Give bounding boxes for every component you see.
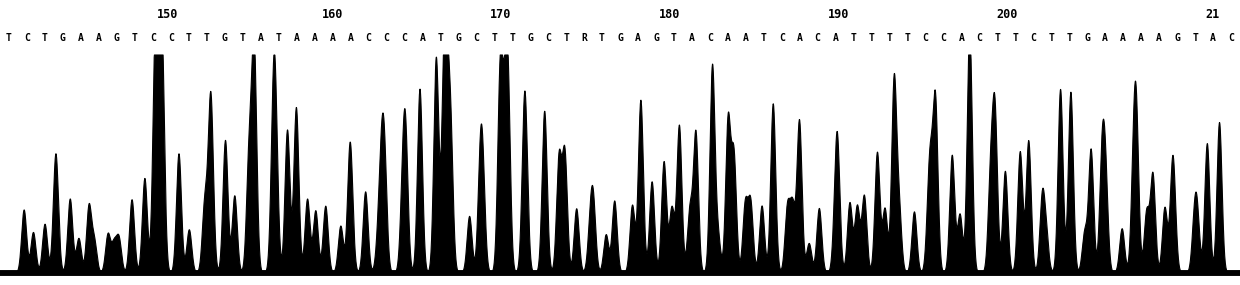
Text: T: T (1066, 33, 1073, 43)
Text: A: A (1120, 33, 1126, 43)
Text: T: T (6, 33, 12, 43)
Text: C: C (779, 33, 785, 43)
Text: T: T (203, 33, 210, 43)
Text: A: A (347, 33, 353, 43)
Text: 150: 150 (156, 9, 179, 21)
Text: 200: 200 (996, 9, 1018, 21)
Text: A: A (743, 33, 749, 43)
Text: C: C (941, 33, 946, 43)
Text: A: A (689, 33, 694, 43)
Text: T: T (1012, 33, 1018, 43)
Text: T: T (671, 33, 677, 43)
Text: A: A (78, 33, 84, 43)
Text: A: A (833, 33, 838, 43)
Text: T: T (887, 33, 893, 43)
Text: C: C (474, 33, 479, 43)
Text: C: C (546, 33, 551, 43)
Text: G: G (455, 33, 461, 43)
Text: T: T (599, 33, 605, 43)
Text: C: C (167, 33, 174, 43)
Text: T: T (1048, 33, 1054, 43)
Text: A: A (294, 33, 299, 43)
Text: T: T (563, 33, 569, 43)
Text: T: T (761, 33, 766, 43)
Text: A: A (797, 33, 802, 43)
Text: C: C (402, 33, 407, 43)
Text: A: A (725, 33, 730, 43)
Text: A: A (95, 33, 102, 43)
Text: T: T (1192, 33, 1198, 43)
Text: 21: 21 (1205, 9, 1220, 21)
Text: G: G (653, 33, 658, 43)
Text: A: A (311, 33, 317, 43)
Text: T: T (510, 33, 515, 43)
Text: G: G (527, 33, 533, 43)
Text: G: G (618, 33, 622, 43)
Text: T: T (438, 33, 443, 43)
Text: A: A (258, 33, 264, 43)
Text: A: A (1138, 33, 1145, 43)
Text: G: G (222, 33, 228, 43)
Text: 160: 160 (321, 9, 343, 21)
Text: 190: 190 (827, 9, 849, 21)
Text: 170: 170 (490, 9, 512, 21)
Text: C: C (707, 33, 713, 43)
Text: T: T (42, 33, 48, 43)
Text: T: T (239, 33, 246, 43)
Text: C: C (150, 33, 156, 43)
Text: A: A (330, 33, 335, 43)
Text: C: C (366, 33, 371, 43)
Text: A: A (419, 33, 425, 43)
Text: C: C (1030, 33, 1037, 43)
Text: C: C (383, 33, 389, 43)
Text: G: G (1084, 33, 1090, 43)
Text: G: G (60, 33, 66, 43)
Text: C: C (976, 33, 982, 43)
Text: T: T (905, 33, 910, 43)
Text: A: A (1156, 33, 1162, 43)
Text: A: A (959, 33, 965, 43)
Text: G: G (1174, 33, 1180, 43)
Text: T: T (851, 33, 857, 43)
Text: 180: 180 (658, 9, 681, 21)
Text: C: C (24, 33, 30, 43)
Text: T: T (491, 33, 497, 43)
Text: G: G (114, 33, 120, 43)
Text: T: T (275, 33, 281, 43)
Text: T: T (994, 33, 1001, 43)
Text: T: T (869, 33, 874, 43)
Text: C: C (815, 33, 821, 43)
Text: T: T (131, 33, 138, 43)
Text: C: C (1228, 33, 1234, 43)
Text: A: A (635, 33, 641, 43)
Text: C: C (923, 33, 929, 43)
Text: A: A (1102, 33, 1109, 43)
Text: R: R (582, 33, 587, 43)
Text: A: A (1210, 33, 1216, 43)
Text: T: T (186, 33, 192, 43)
